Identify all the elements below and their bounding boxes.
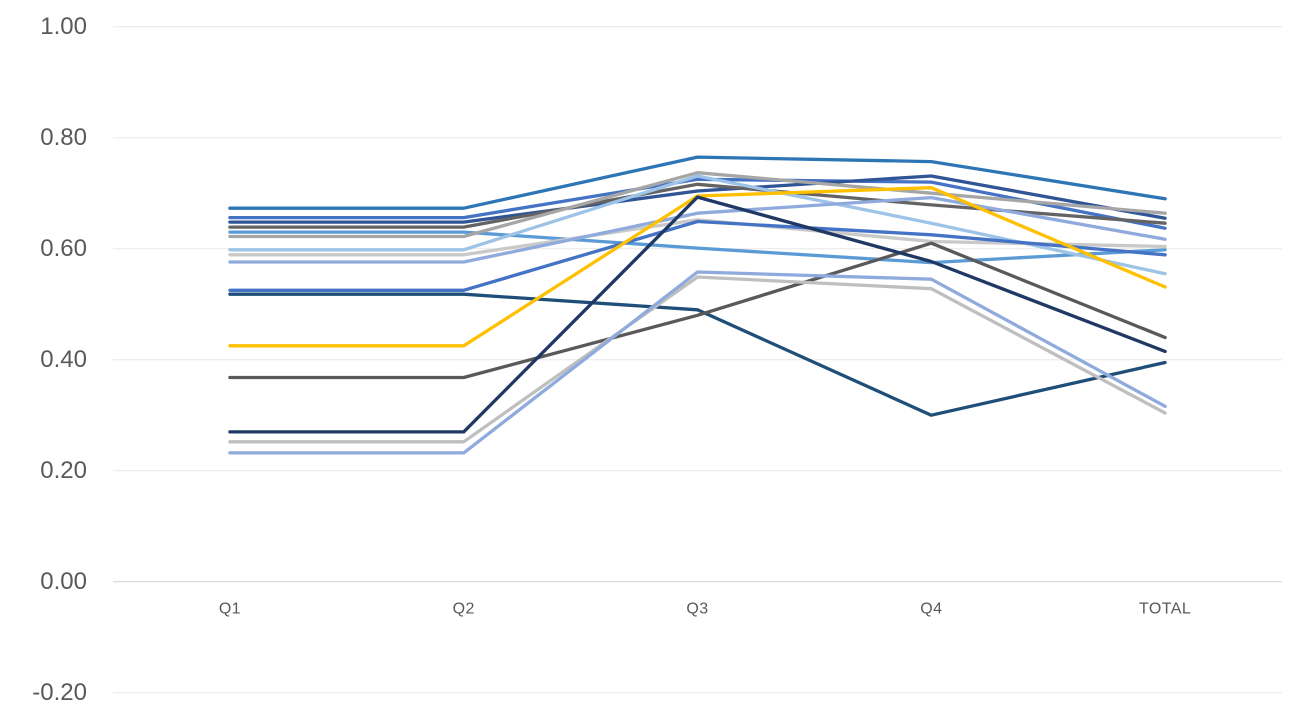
gridlines-layer xyxy=(113,26,1282,694)
series-line-8 xyxy=(228,218,1167,257)
series-line-14 xyxy=(228,195,1167,434)
x-category-label: TOTAL xyxy=(1139,601,1191,618)
series-line-10 xyxy=(228,219,1167,292)
y-tick-label: 0.40 xyxy=(40,346,87,373)
series-line-6 xyxy=(228,171,1167,239)
series-line-1 xyxy=(228,155,1167,210)
y-axis-labels: 1.00 0.80 0.60 0.40 0.20 0.00 -0.20 xyxy=(32,13,87,706)
x-category-label: Q2 xyxy=(453,601,475,618)
series-line-5 xyxy=(228,230,1167,265)
y-tick-label: 1.00 xyxy=(40,13,87,40)
series-line-11 xyxy=(228,292,1167,417)
series-line-15 xyxy=(228,275,1167,444)
series-line-2 xyxy=(228,177,1167,230)
series-line-9 xyxy=(228,195,1167,264)
series-layer xyxy=(228,155,1167,455)
series-line-3 xyxy=(228,174,1167,224)
x-category-label: Q1 xyxy=(219,601,241,618)
series-line-16 xyxy=(228,270,1167,455)
series-line-13 xyxy=(228,241,1167,380)
x-axis-labels: Q1 Q2 Q3 Q4 TOTAL xyxy=(219,601,1191,618)
x-category-label: Q3 xyxy=(686,601,708,618)
x-category-label: Q4 xyxy=(920,601,942,618)
y-tick-label: -0.20 xyxy=(32,679,87,706)
y-tick-label: 0.20 xyxy=(40,457,87,484)
y-tick-label: 0.80 xyxy=(40,124,87,151)
y-tick-label: 0.60 xyxy=(40,235,87,262)
y-tick-label: 0.00 xyxy=(40,568,87,595)
